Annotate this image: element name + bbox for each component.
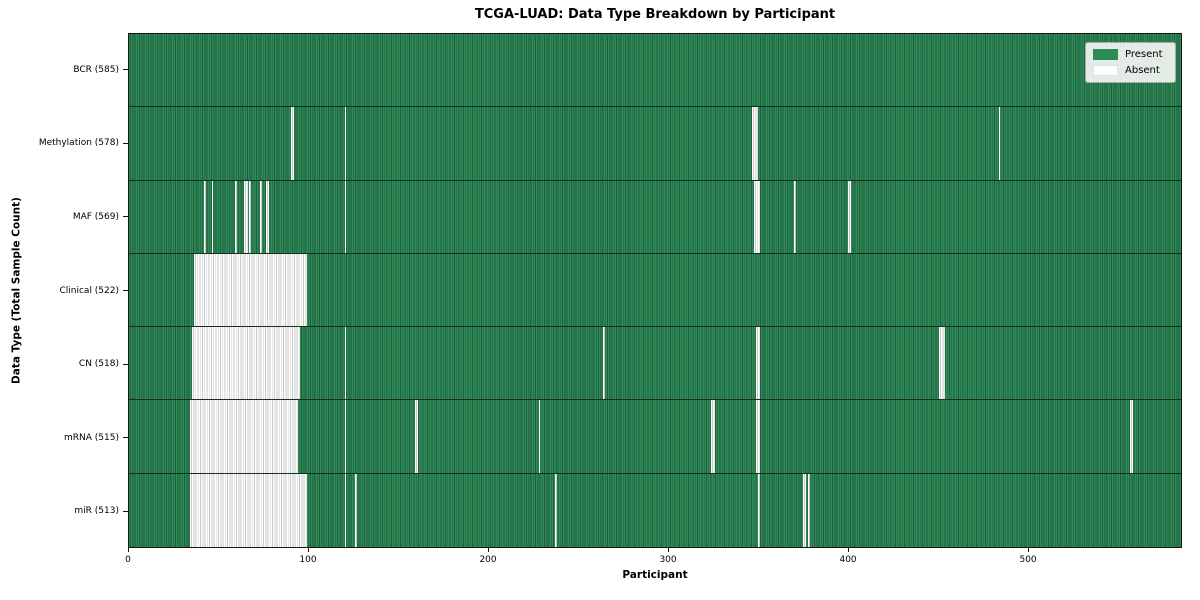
chart-title: TCGA-LUAD: Data Type Breakdown by Partic… <box>474 7 836 22</box>
absent-segment <box>847 180 852 253</box>
absent-segment <box>414 400 419 473</box>
absent-segment <box>190 473 307 547</box>
row-methylation <box>129 107 1181 181</box>
row-bcr <box>129 34 1181 108</box>
absent-segment <box>756 327 760 400</box>
y-tick-label-bcr: BCR (585) <box>73 64 119 75</box>
absent-segment <box>344 400 347 473</box>
absent-segment <box>290 107 295 180</box>
row-clinical <box>129 253 1181 328</box>
absent-segment <box>204 180 207 253</box>
absent-segment <box>538 400 541 473</box>
x-axis-label: Participant <box>622 569 688 581</box>
y-tick-label-mrna: mRNA (515) <box>64 432 119 443</box>
absent-segment <box>191 327 300 400</box>
absent-segment <box>344 107 347 180</box>
absent-segment <box>754 180 760 253</box>
absent-segment <box>939 327 945 400</box>
x-tick-label: 400 <box>839 555 857 565</box>
y-tick-label-cn: CN (518) <box>78 359 119 370</box>
y-tick-label-mir: miR (513) <box>74 506 119 517</box>
y-tick-mark <box>123 142 128 144</box>
row-mrna <box>129 400 1181 474</box>
y-tick-mark <box>123 363 128 365</box>
absent-segment <box>1129 400 1134 473</box>
absent-segment <box>193 253 307 327</box>
y-tick-mark <box>123 510 128 512</box>
x-tick-mark <box>848 548 850 552</box>
y-tick-mark <box>123 216 128 218</box>
plot-area: Present Absent <box>128 33 1182 548</box>
rows-container <box>129 34 1181 547</box>
x-tick-mark <box>488 548 490 552</box>
legend-entry-present: Present <box>1093 49 1167 60</box>
legend-swatch-absent-icon <box>1093 65 1118 76</box>
absent-segment <box>554 473 557 547</box>
y-tick-mark <box>123 69 128 71</box>
absent-segment <box>344 327 347 400</box>
absent-segment <box>808 473 810 547</box>
absent-segment <box>711 400 715 473</box>
legend-entry-absent: Absent <box>1093 65 1167 76</box>
x-tick-label: 100 <box>299 555 317 565</box>
x-tick-label: 500 <box>1019 555 1037 565</box>
x-tick-label: 300 <box>659 555 677 565</box>
y-tick-label-methylation: Methylation (578) <box>38 138 119 149</box>
absent-segment <box>249 180 252 253</box>
absent-segment <box>756 400 760 473</box>
x-tick-label: 0 <box>125 555 131 565</box>
absent-segment <box>235 180 237 253</box>
absent-segment <box>344 473 347 547</box>
x-tick-mark <box>308 548 310 552</box>
x-tick-mark <box>668 548 670 552</box>
y-tick-label-clinical: Clinical (522) <box>59 285 119 296</box>
row-maf <box>129 180 1181 254</box>
legend: Present Absent <box>1085 42 1176 83</box>
absent-segment <box>802 473 807 547</box>
absent-segment <box>190 400 298 473</box>
legend-label-absent: Absent <box>1125 65 1160 76</box>
y-tick-mark <box>123 437 128 439</box>
absent-segment <box>793 180 796 253</box>
absent-segment <box>260 180 262 253</box>
absent-segment <box>757 473 760 547</box>
absent-segment <box>603 327 606 400</box>
absent-segment <box>344 180 347 253</box>
absent-segment <box>355 473 358 547</box>
y-tick-mark <box>123 290 128 291</box>
x-tick-mark <box>1028 548 1030 552</box>
absent-segment <box>998 107 1001 180</box>
x-tick-mark <box>128 548 129 552</box>
x-tick-label: 200 <box>479 555 497 565</box>
absent-segment <box>243 180 248 253</box>
row-mir <box>129 473 1181 547</box>
row-cn <box>129 327 1181 401</box>
legend-swatch-present-icon <box>1093 49 1118 60</box>
legend-label-present: Present <box>1125 49 1163 60</box>
absent-segment <box>211 180 214 253</box>
absent-segment <box>265 180 270 253</box>
y-tick-label-maf: MAF (569) <box>72 211 119 222</box>
absent-segment <box>752 107 758 180</box>
